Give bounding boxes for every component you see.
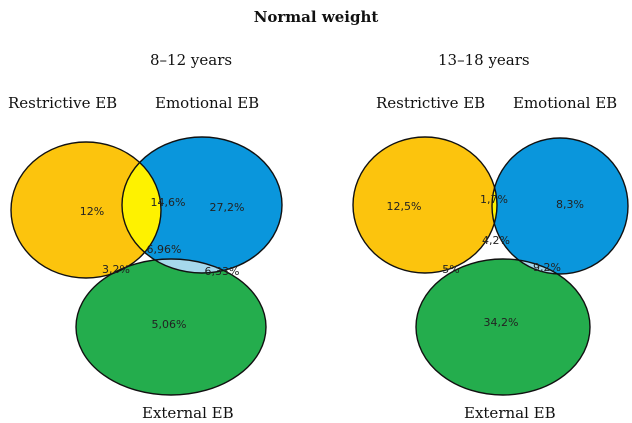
right-restrictive-label: Restrictive EB [376,94,486,112]
left-venn: 12% 27,2% 5,06% 14,6% 3,2% 6,33% 6,96% [10,136,283,396]
right-panel-subtitle: 13–18 years [438,51,530,69]
left-restrictive-external-value: 3,2% [102,263,130,276]
right-venn: 12,5% 8,3% 34,2% 1,7% 5% 9,2% 4,2% [352,136,629,396]
right-emotional-external-value: 9,2% [533,261,561,274]
left-external-only-value: 5,06% [152,318,187,331]
left-restrictive-only-value: 12% [80,205,104,218]
left-emotional-only-value: 27,2% [210,201,245,214]
left-emotional-label: Emotional EB [155,94,260,112]
left-panel-subtitle: 8–12 years [150,51,233,69]
right-all-three-value: 4,2% [482,234,510,247]
right-external-only-value: 34,2% [484,316,519,329]
left-emotional-region [122,137,282,273]
right-restrictive-emotional-value: 1,7% [480,193,508,206]
left-external-region [76,259,266,395]
left-all-three-value: 6,96% [147,243,182,256]
left-external-label: External EB [142,404,234,422]
left-emotional-external-value: 6,33% [205,265,240,278]
right-emotional-region [492,138,628,274]
right-restrictive-external-value: 5% [442,263,459,276]
left-restrictive-emotional-value: 14,6% [151,196,186,209]
right-restrictive-only-value: 12,5% [387,200,422,213]
page-title: Normal weight [253,8,379,26]
right-emotional-only-value: 8,3% [556,198,584,211]
right-restrictive-region [353,137,497,273]
right-external-region [416,259,590,395]
left-restrictive-label: Restrictive EB [8,94,118,112]
left-restrictive-region [11,142,161,278]
right-external-label: External EB [464,404,556,422]
right-emotional-label: Emotional EB [513,94,618,112]
